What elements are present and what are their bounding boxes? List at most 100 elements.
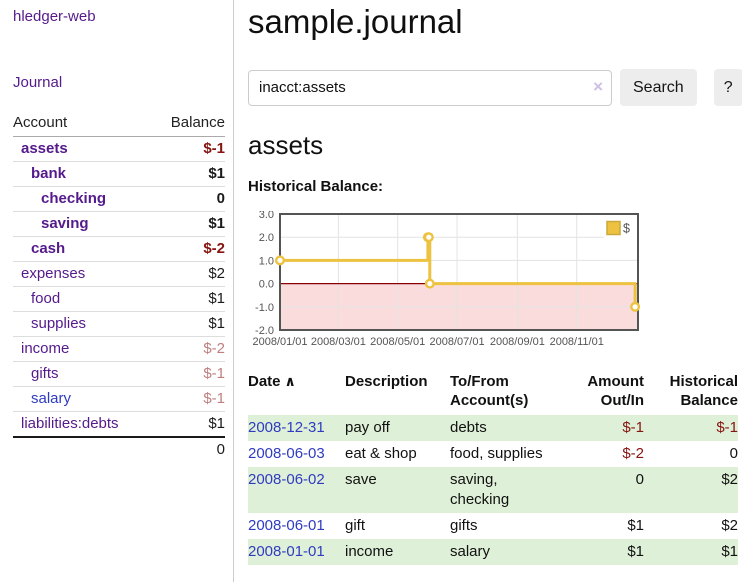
sidebar-account-row: income $-2 xyxy=(13,336,225,362)
accounts-table: Account Balance assets $-1 bank $1 checking 0… xyxy=(13,112,225,462)
accounts-table-header-row: Account Balance xyxy=(13,112,225,137)
register-balance-cell: $-1 xyxy=(716,419,738,436)
sidebar-account-link[interactable]: gifts xyxy=(31,365,59,382)
transaction-date-link[interactable]: 2008-06-01 xyxy=(248,517,325,534)
svg-text:2008/11/01: 2008/11/01 xyxy=(550,336,604,348)
search-bar: × Search ? xyxy=(248,69,742,106)
register-date-cell: 2008-06-03 xyxy=(248,441,345,467)
sidebar-account-link[interactable]: expenses xyxy=(21,265,86,282)
sidebar-account-link[interactable]: saving xyxy=(41,215,89,232)
chart-title: Historical Balance: xyxy=(248,178,384,195)
account-balance: $-1 xyxy=(153,136,225,162)
transaction-date-link[interactable]: 2008-06-02 xyxy=(248,471,325,488)
register-date-cell: 2008-06-02 xyxy=(248,467,345,513)
account-name-cell: saving xyxy=(13,211,154,237)
sidebar-account-row: expenses $2 xyxy=(13,261,225,287)
svg-text:2008/09/01: 2008/09/01 xyxy=(490,336,545,348)
register-row: 2008-01-01 income salary $1 $1 xyxy=(248,539,738,565)
legend-swatch-icon xyxy=(606,220,621,236)
register-balance-cell: $2 xyxy=(721,517,738,534)
register-accounts-cell: salary xyxy=(450,543,491,560)
sidebar-account-link[interactable]: liabilities:debts xyxy=(21,415,119,432)
sort-ascending-icon: ∧ xyxy=(284,373,296,389)
svg-text:2008/01/01: 2008/01/01 xyxy=(252,336,307,348)
register-date-cell: 2008-12-31 xyxy=(248,415,345,441)
account-heading: assets xyxy=(248,130,324,160)
transaction-date-link[interactable]: 2008-01-01 xyxy=(248,543,325,560)
account-name-cell: gifts xyxy=(13,361,154,387)
register-amount-cell: 0 xyxy=(635,471,644,488)
account-name-cell: assets xyxy=(13,136,154,162)
sidebar-account-link[interactable]: food xyxy=(31,290,61,307)
main-content: sample.journal × Search ? assets Histori… xyxy=(234,0,742,582)
account-name-cell: liabilities:debts xyxy=(13,411,154,438)
register-amount-cell: $1 xyxy=(627,517,644,534)
sidebar-account-link[interactable]: income xyxy=(21,340,70,357)
register-description-cell: eat & shop xyxy=(345,445,417,462)
sidebar-account-link[interactable]: bank xyxy=(31,165,67,182)
account-name-cell: supplies xyxy=(13,311,154,337)
sidebar-account-row: food $1 xyxy=(13,286,225,312)
register-row: 2008-06-03 eat & shop food, supplies $-2 0 xyxy=(248,441,738,467)
register-description-cell: pay off xyxy=(345,419,390,436)
sidebar-account-link[interactable]: supplies xyxy=(31,315,87,332)
register-accounts-cell: debts xyxy=(450,419,487,436)
account-name-cell: food xyxy=(13,286,154,312)
account-name-cell: expenses xyxy=(13,261,154,287)
page-title: sample.journal xyxy=(248,3,463,40)
account-balance: $2 xyxy=(153,261,225,287)
register-table: Date ∧ Description To/From Account(s) Amo… xyxy=(248,370,738,565)
register-amount-cell: $1 xyxy=(627,543,644,560)
account-balance: $1 xyxy=(153,286,225,312)
register-header-amount: Amount Out/In xyxy=(587,373,644,409)
legend-label: $ xyxy=(623,222,630,236)
sidebar-account-link[interactable]: assets xyxy=(21,140,68,157)
sidebar-total-row: 0 xyxy=(13,436,225,462)
sidebar-account-link[interactable]: checking xyxy=(41,190,107,207)
search-button[interactable]: Search xyxy=(620,69,697,106)
register-accounts-cell: gifts xyxy=(450,517,478,534)
search-input[interactable] xyxy=(248,69,612,106)
account-balance: $1 xyxy=(153,211,225,237)
sidebar-total-spacer xyxy=(13,436,154,462)
account-balance: $-1 xyxy=(153,386,225,412)
help-button[interactable]: ? xyxy=(713,69,742,106)
search-input-wrap: × xyxy=(248,69,612,106)
sidebar-account-link[interactable]: salary xyxy=(31,390,72,407)
clear-search-icon[interactable]: × xyxy=(593,76,603,96)
account-balance: $-2 xyxy=(153,236,225,262)
transaction-date-link[interactable]: 2008-12-31 xyxy=(248,419,325,436)
svg-text:-1.0: -1.0 xyxy=(255,302,274,314)
sidebar-account-row: salary $-1 xyxy=(13,386,225,412)
sidebar-account-link[interactable]: cash xyxy=(31,240,66,257)
register-description-cell: save xyxy=(345,471,377,488)
account-name-cell: income xyxy=(13,336,154,362)
account-balance: $1 xyxy=(153,411,225,438)
accounts-header-account: Account xyxy=(13,112,154,137)
app-brand-link[interactable]: hledger-web xyxy=(13,8,96,25)
svg-text:2008/03/01: 2008/03/01 xyxy=(311,336,366,348)
register-row: 2008-12-31 pay off debts $-1 $-1 xyxy=(248,415,738,441)
sidebar-account-row: bank $1 xyxy=(13,161,225,187)
sidebar-account-row: gifts $-1 xyxy=(13,361,225,387)
register-balance-cell: $1 xyxy=(721,543,738,560)
sidebar-account-row: supplies $1 xyxy=(13,311,225,337)
register-header-description: Description xyxy=(345,373,428,390)
register-row: 2008-06-01 gift gifts $1 $2 xyxy=(248,513,738,539)
register-date-cell: 2008-06-01 xyxy=(248,513,345,539)
account-balance: $-1 xyxy=(153,361,225,387)
account-balance: $-2 xyxy=(153,336,225,362)
svg-text:2008/07/01: 2008/07/01 xyxy=(430,336,485,348)
register-header-date[interactable]: Date ∧ xyxy=(248,373,296,390)
svg-text:3.0: 3.0 xyxy=(259,211,274,221)
sidebar-accounts-body: assets $-1 bank $1 checking 0 saving $1 cash $-2 e… xyxy=(13,136,225,438)
sidebar-account-row: checking 0 xyxy=(13,186,225,212)
account-balance: $1 xyxy=(153,161,225,187)
transaction-date-link[interactable]: 2008-06-03 xyxy=(248,445,325,462)
sidebar-account-row: cash $-2 xyxy=(13,236,225,262)
sidebar-item-journal[interactable]: Journal xyxy=(13,74,63,91)
svg-text:2008/05/01: 2008/05/01 xyxy=(370,336,425,348)
account-name-cell: cash xyxy=(13,236,154,262)
register-amount-cell: $-1 xyxy=(622,419,644,436)
